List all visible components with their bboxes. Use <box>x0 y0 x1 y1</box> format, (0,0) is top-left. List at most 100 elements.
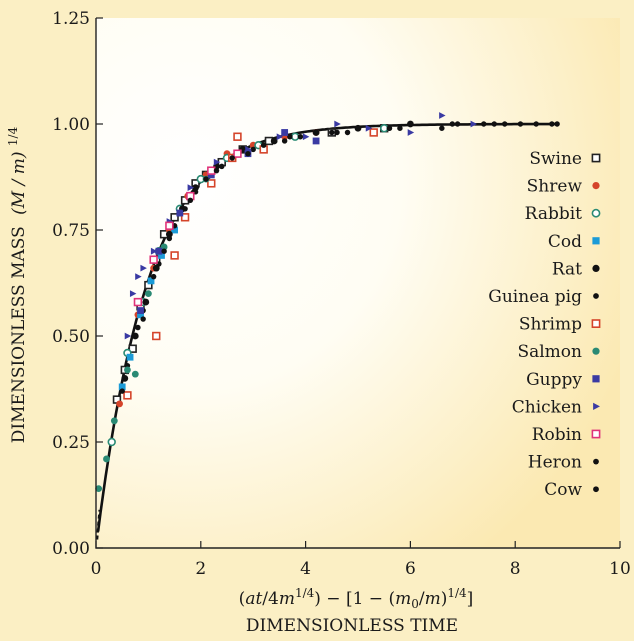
legend-marker-salmon <box>592 347 600 355</box>
data-point-heron <box>166 235 173 242</box>
data-point-chicken <box>213 158 221 166</box>
legend-label: Chicken <box>512 397 582 417</box>
legend-label: Guinea pig <box>488 287 582 307</box>
data-point-robin <box>233 149 242 158</box>
legend-label: Heron <box>528 453 582 473</box>
data-point-guppy <box>176 209 184 217</box>
legend-marker-swine <box>591 153 601 163</box>
y-tick-label: 0.75 <box>52 221 90 241</box>
data-point-guinea-pig <box>287 134 293 140</box>
x-axis-title: DIMENSIONLESS TIME <box>246 616 458 636</box>
legend-label: Guppy <box>526 370 582 390</box>
legend-label: Shrew <box>527 177 583 197</box>
data-point-cow <box>297 134 304 140</box>
data-point-guinea-pig <box>449 121 456 127</box>
legend-item-salmon: Salmon <box>517 342 600 362</box>
data-point-cow <box>533 121 539 127</box>
data-point-salmon <box>103 455 110 463</box>
fit-curve-extrapolation <box>95 509 101 540</box>
data-point-salmon <box>124 366 131 374</box>
legend-item-heron: Heron <box>528 453 599 473</box>
legend-item-rat: Rat <box>552 259 600 279</box>
data-point-cow <box>344 129 351 136</box>
data-point-chicken <box>407 129 415 136</box>
legend-item-chicken: Chicken <box>512 397 600 417</box>
x-tick-label: 10 <box>609 559 631 579</box>
x-tick-label: 6 <box>405 559 416 579</box>
data-point-cod <box>126 353 134 361</box>
data-point-rat <box>131 332 139 340</box>
data-point-chicken <box>124 332 132 340</box>
x-axis-formula: (at/4m1/4) − [1 − (m0/m)1/4] <box>239 586 474 611</box>
axes-layer: 0.00 0.25 0.50 0.75 1.00 1.25 0 2 4 6 8 10 <box>52 9 631 579</box>
data-point-salmon <box>110 417 118 425</box>
y-axis-title-exponent: 1/4 <box>6 126 20 146</box>
data-point-guppy <box>155 247 163 255</box>
data-point-rat <box>354 124 362 132</box>
legend-item-guinea-pig: Guinea pig <box>488 287 599 307</box>
data-point-heron <box>439 125 445 131</box>
data-point-cow <box>229 155 235 161</box>
data-point-guppy <box>312 137 320 145</box>
data-point-heron <box>150 273 157 280</box>
y-tick-label: 0.50 <box>52 327 90 347</box>
legend-marker-shrew <box>592 182 600 190</box>
data-point-cow <box>260 142 267 148</box>
legend-marker-shrimp <box>591 319 601 328</box>
legend-item-robin: Robin <box>532 425 601 445</box>
legend-marker-chicken <box>593 402 600 410</box>
legend-item-guppy: Guppy <box>526 370 600 390</box>
data-point-rabbit <box>380 124 389 133</box>
x-tick-label: 4 <box>300 559 311 579</box>
data-point-guinea-pig <box>250 146 256 153</box>
data-point-cod <box>118 383 126 391</box>
data-point-guinea-pig <box>334 129 340 136</box>
y-axis-title-main: DIMENSIONLESS MASS <box>9 226 29 443</box>
data-point-cod <box>137 311 144 319</box>
data-point-cow <box>454 121 461 127</box>
legend-item-cow: Cow <box>544 480 599 500</box>
data-point-shrimp <box>233 132 242 141</box>
data-points-layer <box>95 112 560 493</box>
data-point-guinea-pig <box>219 163 225 170</box>
data-point-chicken <box>245 146 252 153</box>
data-point-robin <box>149 255 158 264</box>
x-tick-label: 0 <box>91 559 102 579</box>
data-point-chicken <box>439 112 446 119</box>
data-point-chicken <box>276 133 284 141</box>
legend-marker-rat <box>592 264 600 272</box>
data-point-shrimp <box>152 331 161 341</box>
legend-label: Rat <box>552 259 582 279</box>
y-tick-label: 1.00 <box>52 115 90 135</box>
data-point-rat <box>312 129 320 136</box>
data-point-guppy <box>137 307 144 314</box>
data-point-chicken <box>365 124 373 132</box>
legend-marker-heron <box>593 458 599 465</box>
y-tick-label: 0.00 <box>52 539 90 559</box>
data-point-heron <box>187 197 194 204</box>
data-point-heron <box>281 138 288 144</box>
data-point-heron <box>329 129 335 136</box>
legend-item-shrew: Shrew <box>527 177 600 197</box>
data-point-shrimp <box>123 391 132 400</box>
y-tick-label: 1.25 <box>52 9 90 29</box>
data-point-chicken <box>135 273 142 281</box>
data-point-chicken <box>302 133 310 141</box>
data-point-salmon <box>131 370 139 378</box>
data-point-heron <box>245 150 251 157</box>
legend-item-rabbit: Rabbit <box>525 204 601 224</box>
data-point-swine <box>128 344 137 353</box>
data-point-guppy <box>207 171 215 179</box>
data-point-heron <box>481 121 487 127</box>
legend-label: Cod <box>548 232 582 252</box>
data-point-shrimp <box>369 128 378 137</box>
data-point-cow <box>161 248 167 254</box>
data-point-shrimp <box>207 179 216 188</box>
data-point-chicken <box>150 247 158 255</box>
data-point-salmon <box>160 243 168 251</box>
data-point-chicken <box>129 290 137 297</box>
data-point-heron <box>213 167 220 174</box>
y-axis-title-formula: (M / m) <box>9 152 29 215</box>
data-point-cow <box>502 121 508 127</box>
